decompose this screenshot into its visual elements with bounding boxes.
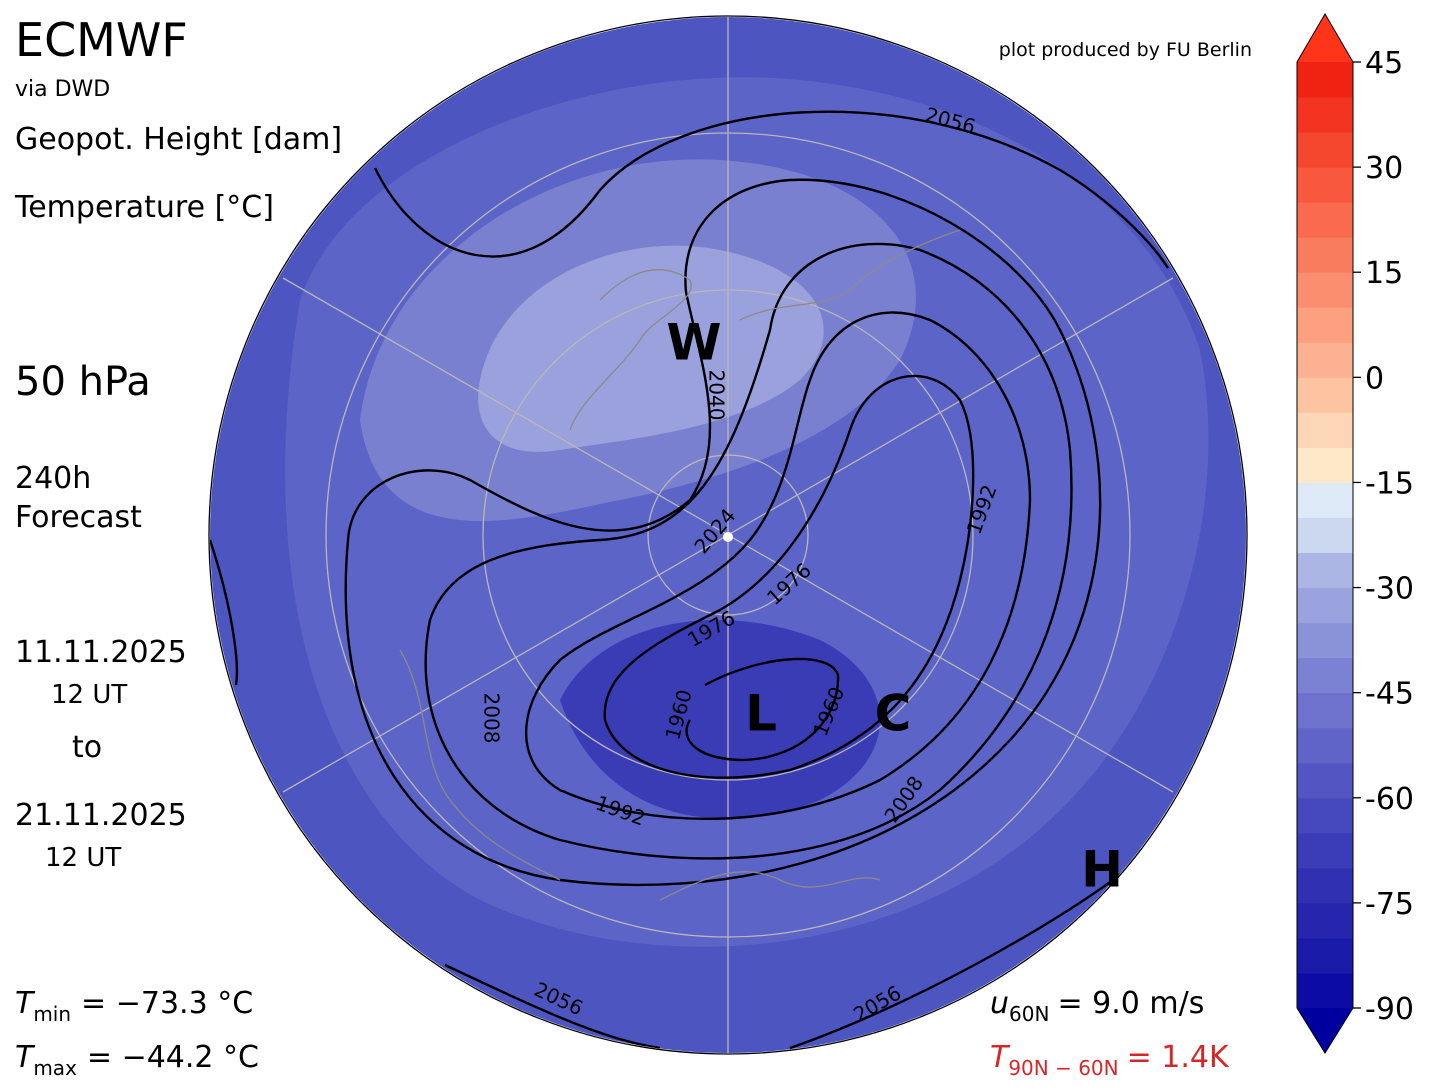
- header: ECMWF via DWD Geopot. Height [dam] Tempe…: [14, 13, 342, 873]
- colorbar-band: [1297, 202, 1353, 238]
- stat-subscript: 90N − 60N: [1008, 1056, 1118, 1080]
- colorbar-band: [1297, 867, 1353, 904]
- credit: plot produced by FU Berlin: [999, 39, 1252, 61]
- contour-label: 2008: [480, 693, 504, 744]
- colorbar-tick-label: 0: [1365, 361, 1384, 396]
- colorbar-band: [1297, 552, 1353, 589]
- graticule: [282, 17, 1174, 1053]
- forecast-hours: 240h: [15, 461, 91, 496]
- stat-value: = 1.4K: [1127, 1040, 1230, 1075]
- colorbar-tick-label: -75: [1365, 887, 1414, 922]
- colorbar: -90 -75 -60 -45 -30 -15 0 15 30 45: [1296, 13, 1414, 1054]
- contour-lines: [210, 110, 1246, 1050]
- start-time: 12 UT: [51, 680, 127, 710]
- stat-symbol: T: [15, 1040, 36, 1075]
- contour-label: 2040: [705, 370, 729, 421]
- map-frame: [208, 15, 1248, 1055]
- colorbar-tick-label: -90: [1365, 992, 1414, 1027]
- colorbar-band: [1297, 272, 1353, 308]
- colorbar-band: [1297, 167, 1353, 203]
- colorbar-tick-label: -15: [1365, 466, 1414, 501]
- source: via DWD: [15, 77, 110, 102]
- colorbar-tick-label: -60: [1365, 782, 1414, 817]
- colorbar-band: [1297, 657, 1353, 694]
- stat-subscript: 60N: [1009, 1002, 1049, 1026]
- colorbar-band: [1297, 517, 1353, 554]
- map-marker: C: [875, 685, 912, 743]
- colorbar-band: [1297, 342, 1353, 378]
- colorbar-band: [1297, 727, 1353, 764]
- forecast-label: Forecast: [15, 500, 142, 535]
- stat-symbol: u: [990, 986, 1009, 1021]
- map-marker: H: [1081, 841, 1123, 899]
- colorbar-band: [1297, 62, 1353, 98]
- colorbar-band: [1297, 692, 1353, 729]
- colorbar-band: [1297, 377, 1353, 413]
- stat-value: = −73.3 °C: [81, 986, 253, 1021]
- colorbar-band: [1297, 237, 1353, 273]
- colorbar-band: [1297, 797, 1353, 834]
- colorbar-band: [1297, 412, 1353, 448]
- title: ECMWF: [15, 13, 188, 67]
- colorbar-band: [1297, 447, 1353, 483]
- stat-subscript: min: [33, 1002, 71, 1026]
- map-marker: L: [745, 685, 777, 743]
- colorbar-band: [1297, 97, 1353, 133]
- colorbar-band: [1297, 937, 1353, 974]
- colorbar-tick-label: 30: [1365, 151, 1403, 186]
- variable: Temperature [°C]: [14, 190, 274, 225]
- temperature-field: [478, 245, 824, 452]
- colorbar-band: [1297, 482, 1353, 518]
- to: to: [72, 730, 102, 765]
- colorbar-band: [1297, 762, 1353, 799]
- colorbar-tick-label: -30: [1365, 572, 1414, 607]
- stat-value: = −44.2 °C: [87, 1040, 259, 1075]
- map: [210, 17, 1246, 1053]
- stat: u60N = 9.0 m/s: [990, 986, 1204, 1026]
- colorbar-extension: [1297, 1008, 1353, 1053]
- colorbar-tick-label: -45: [1365, 677, 1414, 712]
- colorbar-band: [1297, 587, 1353, 624]
- stat: Tmin = −73.3 °C: [15, 986, 253, 1026]
- stat: T90N − 60N = 1.4K: [990, 1040, 1230, 1080]
- colorbar-tick-label: 15: [1365, 256, 1403, 291]
- colorbar-extension: [1297, 14, 1353, 62]
- coastlines: [399, 229, 961, 901]
- stat-symbol: T: [15, 986, 36, 1021]
- colorbar-band: [1297, 622, 1353, 659]
- colorbar-band: [1297, 972, 1353, 1009]
- variable: Geopot. Height [dam]: [15, 122, 342, 157]
- end-time: 12 UT: [45, 843, 121, 873]
- colorbar-tick-label: 45: [1365, 46, 1403, 81]
- map-marker: W: [666, 314, 721, 372]
- stat: Tmax = −44.2 °C: [15, 1040, 259, 1080]
- north-pole: [723, 532, 733, 542]
- stat-symbol: T: [990, 1040, 1011, 1075]
- level: 50 hPa: [15, 359, 151, 405]
- start-date: 11.11.2025: [15, 635, 187, 670]
- colorbar-band: [1297, 832, 1353, 869]
- stat-value: = 9.0 m/s: [1057, 986, 1204, 1021]
- colorbar-band: [1297, 132, 1353, 168]
- colorbar-band: [1297, 902, 1353, 939]
- colorbar-band: [1297, 307, 1353, 343]
- end-date: 21.11.2025: [15, 798, 187, 833]
- stat-subscript: max: [33, 1056, 77, 1080]
